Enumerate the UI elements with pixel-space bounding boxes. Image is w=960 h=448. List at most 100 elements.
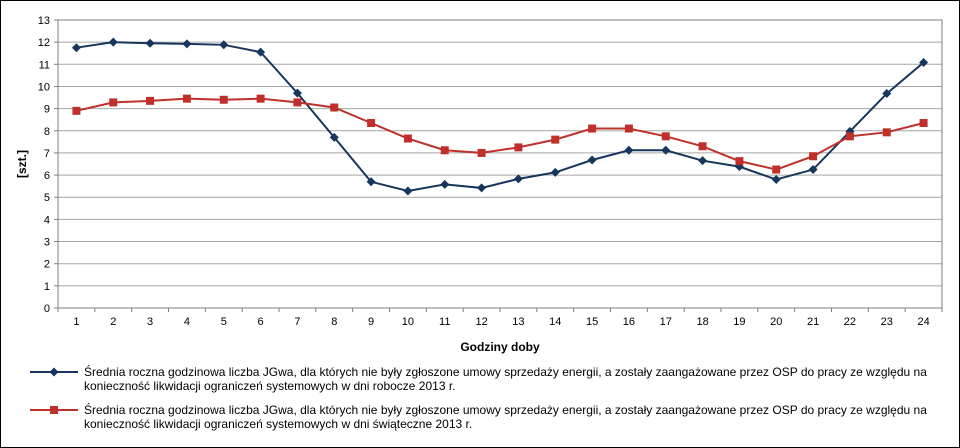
x-tick-label: 23	[881, 316, 893, 328]
legend-label: konieczność likwidacji ograniczeń system…	[84, 379, 456, 393]
x-tick-label: 19	[733, 316, 745, 328]
x-tick-label: 5	[221, 316, 227, 328]
series-lines	[71, 37, 929, 196]
data-point-square	[624, 124, 633, 133]
data-point-square	[146, 96, 155, 105]
data-point-diamond	[182, 39, 192, 49]
data-point-square	[514, 143, 523, 152]
y-axis-title: [szt.]	[15, 150, 29, 178]
data-point-square	[661, 132, 670, 141]
data-point-square	[809, 152, 818, 161]
x-tick-label: 6	[258, 316, 264, 328]
y-tick-label: 12	[38, 37, 50, 49]
data-point-diamond	[550, 167, 560, 177]
data-point-square	[440, 146, 449, 155]
legend: Średnia roczna godzinowa liczba JGwa, dl…	[30, 364, 927, 431]
x-tick-label: 17	[660, 316, 672, 328]
x-tick-label: 16	[623, 316, 635, 328]
series-line-2	[76, 97, 924, 171]
data-point-diamond	[440, 179, 450, 189]
x-tick-label: 9	[368, 316, 374, 328]
x-axis-ticks: 1 2 3 4 5 6 7 8 9 10 11 12 13 14 15 16 17 18 19 20 21 22 23 24	[57, 308, 943, 328]
data-point-diamond	[882, 89, 892, 99]
data-point-square	[403, 134, 412, 143]
y-tick-label: 0	[44, 303, 50, 315]
data-point-square	[919, 119, 928, 128]
y-tick-label: 7	[44, 148, 50, 160]
data-point-square	[551, 135, 560, 144]
x-tick-label: 22	[844, 316, 856, 328]
y-tick-label: 3	[44, 237, 50, 249]
y-tick-label: 9	[44, 104, 50, 116]
legend-label: konieczność likwidacji ograniczeń system…	[84, 417, 472, 431]
x-tick-label: 2	[110, 316, 116, 328]
x-tick-label: 12	[475, 316, 487, 328]
data-point-square	[588, 124, 597, 133]
x-tick-label: 21	[807, 316, 819, 328]
data-point-square	[72, 106, 81, 115]
data-point-square	[182, 94, 191, 103]
data-point-square	[882, 128, 891, 137]
y-tick-label: 11	[39, 59, 50, 71]
data-point-square	[477, 148, 486, 157]
data-point-diamond	[71, 43, 81, 53]
data-point-diamond	[698, 156, 708, 166]
data-point-diamond	[513, 174, 523, 184]
data-point-diamond	[145, 38, 155, 48]
data-point-diamond	[624, 145, 634, 155]
data-point-diamond	[329, 132, 339, 142]
x-tick-label: 18	[696, 316, 708, 328]
x-tick-label: 20	[770, 316, 782, 328]
legend-label: Średnia roczna godzinowa liczba JGwa, dl…	[84, 402, 927, 417]
x-tick-label: 1	[73, 316, 79, 328]
grid-lines	[58, 41, 942, 287]
x-tick-label: 14	[549, 316, 561, 328]
y-tick-label: 8	[44, 126, 50, 138]
data-point-diamond	[919, 58, 929, 68]
data-point-diamond	[292, 88, 302, 98]
x-tick-label: 15	[586, 316, 598, 328]
data-point-diamond	[808, 165, 818, 175]
x-tick-label: 13	[512, 316, 524, 328]
y-tick-label: 10	[38, 81, 50, 93]
data-point-square	[256, 94, 265, 103]
y-tick-label: 13	[38, 15, 50, 27]
y-tick-label: 4	[44, 214, 50, 226]
x-tick-label: 8	[331, 316, 337, 328]
data-point-diamond	[771, 175, 781, 185]
series-line-1	[76, 41, 925, 193]
data-point-square	[772, 165, 781, 174]
data-point-square	[219, 95, 228, 104]
legend-label: Średnia roczna godzinowa liczba JGwa, dl…	[84, 364, 927, 379]
y-tick-label: 6	[44, 170, 50, 182]
data-point-square	[698, 142, 707, 151]
y-tick-label: 5	[44, 192, 50, 204]
x-tick-label: 4	[184, 316, 190, 328]
data-point-square	[367, 119, 376, 128]
data-point-diamond	[366, 177, 376, 187]
data-point-square	[293, 98, 302, 107]
plot-area	[57, 19, 943, 309]
y-tick-label: 2	[44, 259, 50, 271]
data-point-square	[109, 98, 118, 107]
data-point-square	[330, 103, 339, 112]
data-point-diamond	[219, 40, 229, 50]
data-point-diamond	[661, 145, 671, 155]
data-point-square	[845, 132, 854, 141]
x-tick-label: 7	[294, 316, 300, 328]
data-point-diamond	[256, 47, 266, 57]
x-tick-label: 11	[439, 316, 450, 328]
y-tick-label: 1	[44, 281, 50, 293]
data-point-diamond	[108, 37, 118, 47]
x-tick-label: 3	[147, 316, 153, 328]
x-tick-label: 24	[917, 316, 929, 328]
data-point-diamond	[49, 367, 59, 377]
x-axis-title: Godziny doby	[460, 340, 540, 354]
data-point-square	[735, 157, 744, 166]
data-point-square	[50, 406, 58, 414]
data-point-diamond	[403, 186, 413, 196]
x-tick-label: 10	[402, 316, 414, 328]
